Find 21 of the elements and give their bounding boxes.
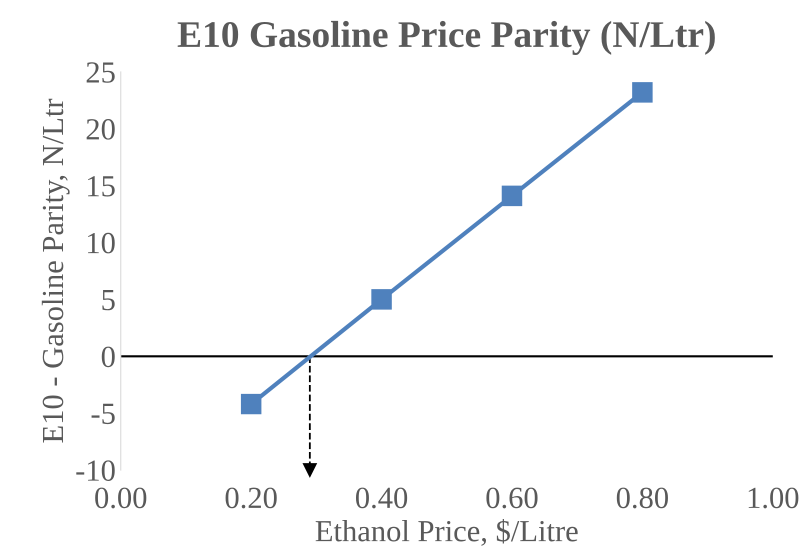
y-tick-label: 25 <box>86 62 115 83</box>
y-axis-title: E10 - Gasoline Parity, N/Ltr <box>42 98 70 443</box>
y-tick-label: 15 <box>88 176 115 197</box>
y-tick-label: 0 <box>102 346 115 368</box>
x-tick-label: 0.00 <box>95 488 146 508</box>
point <box>502 186 522 206</box>
y-tick-label: 20 <box>86 119 115 140</box>
x-tick-label: 0.20 <box>226 488 277 508</box>
x-tick-label: 1.00 <box>748 488 798 508</box>
y-tick-label: 5 <box>102 290 115 310</box>
point <box>240 394 262 414</box>
y-tick-label: -10 <box>76 460 115 481</box>
x-tick-label: 0.40 <box>356 488 408 508</box>
y-tick-label: 10 <box>88 232 115 254</box>
chart-title: E10 Gasoline Price Parity (N/Ltr) <box>178 20 715 55</box>
x-axis-title: Ethanol Price, $/Litre <box>316 519 578 546</box>
point <box>632 82 653 103</box>
x-tick-label: 0.80 <box>616 488 668 508</box>
x-tick-label: 0.60 <box>486 488 538 508</box>
y-tick-label: -5 <box>92 404 115 424</box>
point <box>371 289 392 310</box>
